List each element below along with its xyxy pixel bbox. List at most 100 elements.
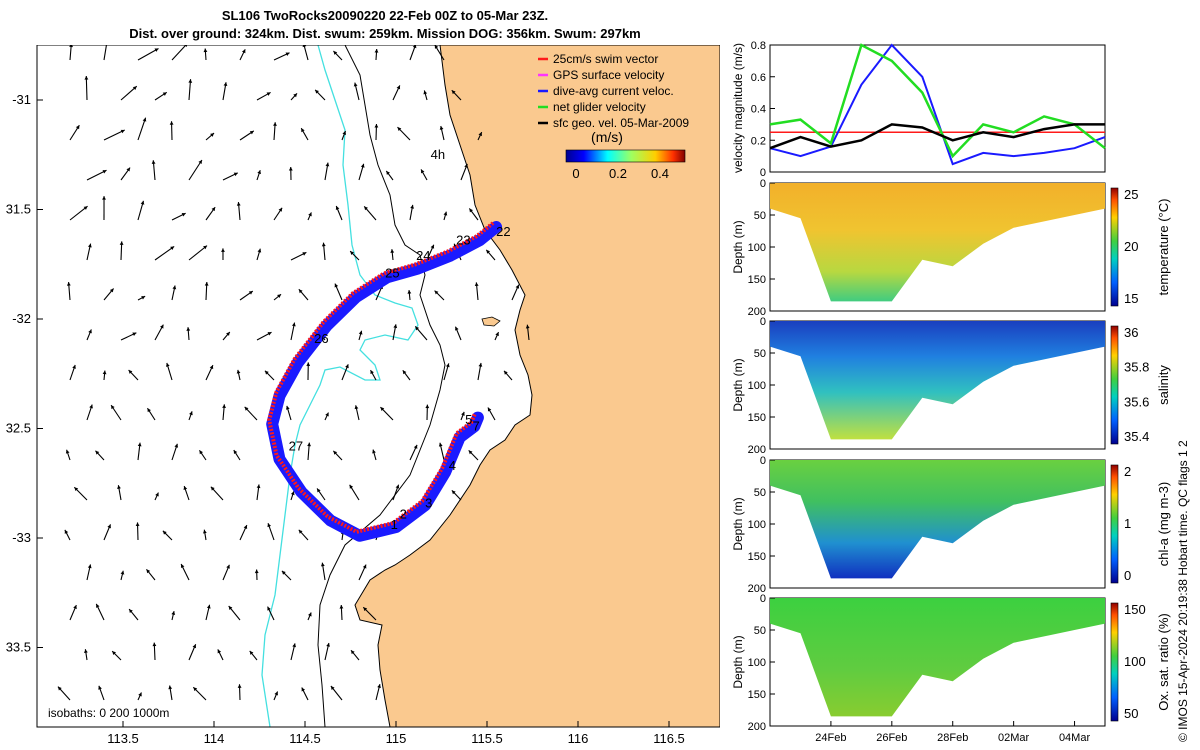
- section-y-tick-label: 50: [754, 487, 766, 499]
- section-colorbar-label: chl-a (mg m-3): [1156, 482, 1171, 567]
- geo-velocity-arrowhead: [298, 289, 303, 294]
- geo-velocity-arrowhead: [515, 284, 520, 289]
- section-y-label: Depth (m): [731, 220, 745, 273]
- geo-velocity-arrowhead: [285, 405, 290, 410]
- geo-velocity-arrowhead: [301, 687, 306, 692]
- geo-velocity-arrowhead: [345, 364, 349, 369]
- section-y-tick-label: 0: [760, 455, 766, 467]
- isobath-200m: [317, 45, 446, 727]
- geo-velocity-arrowhead: [109, 288, 114, 293]
- geo-velocity-arrowhead: [248, 291, 253, 295]
- section-y-tick-label: 100: [748, 519, 766, 531]
- geo-velocity-arrow: [154, 245, 175, 261]
- geo-velocity-arrowhead: [249, 130, 254, 135]
- day-label: 26: [314, 331, 328, 346]
- geo-velocity-arrowhead: [291, 322, 296, 327]
- geo-velocity-arrowhead: [120, 570, 125, 575]
- geo-velocity-arrowhead: [102, 170, 107, 174]
- map-y-tick-label: 32.5: [6, 421, 31, 436]
- velocity-series-line: [769, 43, 1106, 159]
- colorbar-tick: 0: [572, 166, 579, 181]
- day-label: 4h: [431, 147, 445, 162]
- geo-velocity-arrowhead: [495, 332, 499, 337]
- day-label: 22: [496, 224, 510, 239]
- geo-velocity-arrowhead: [192, 644, 197, 649]
- geo-velocity-arrowhead: [141, 296, 146, 300]
- geo-velocity-arrowhead: [486, 249, 491, 254]
- section-colorbar-tick: 0: [1124, 568, 1131, 583]
- map-y-tick-label: 33.5: [6, 640, 31, 655]
- geo-velocity-arrowhead: [66, 282, 71, 286]
- map-x-tick-label: 115: [386, 731, 407, 746]
- geo-velocity-arrow: [103, 129, 125, 141]
- geo-velocity-arrowhead: [129, 609, 133, 614]
- section-y-tick-label: 50: [754, 625, 766, 637]
- geo-velocity-arrow: [188, 159, 203, 181]
- geo-velocity-arrowhead: [353, 82, 358, 87]
- geo-velocity-arrowhead: [354, 405, 359, 410]
- geo-velocity-arrowhead: [380, 407, 385, 411]
- section-y-tick-label: 200: [748, 444, 766, 456]
- section-colorbar-label: salinity: [1156, 365, 1171, 405]
- section-y-tick-label: 100: [748, 657, 766, 669]
- geo-velocity-arrowhead: [339, 605, 344, 609]
- geo-velocity-arrowhead: [102, 196, 106, 200]
- geo-velocity-arrowhead: [152, 642, 157, 647]
- geo-velocity-arrowhead: [451, 490, 456, 495]
- geo-velocity-arrowhead: [128, 369, 133, 374]
- geo-velocity-arrowhead: [169, 121, 174, 125]
- geo-velocity-arrowhead: [434, 290, 439, 295]
- geo-velocity-arrowhead: [193, 687, 198, 692]
- map-x-tick-label: 113.5: [107, 731, 139, 746]
- geo-velocity-arrowhead: [503, 370, 508, 375]
- velocity-y-tick-label: 0.2: [751, 135, 766, 147]
- section-panel-salinity: 0 50 100 150 200 Depth (m) 36 35.8 35.6 35.4 salin…: [731, 316, 1171, 456]
- geo-velocity-arrowhead: [374, 49, 379, 53]
- geo-velocity-arrowhead: [151, 160, 156, 164]
- geo-velocity-arrowhead: [69, 45, 73, 48]
- section-x-tick-label: 24Feb: [815, 732, 846, 744]
- legend-label: dive-avg current veloc.: [553, 84, 674, 98]
- section-x-tick-label: 26Feb: [876, 732, 907, 744]
- day-label: 23: [456, 233, 470, 248]
- geo-velocity-arrowhead: [186, 327, 191, 331]
- geo-velocity-arrowhead: [415, 326, 420, 331]
- day-label: 24: [416, 248, 430, 263]
- geo-velocity-arrowhead: [211, 207, 216, 212]
- section-x-tick-label: 02Mar: [998, 732, 1030, 744]
- geo-velocity-arrowhead: [256, 484, 261, 489]
- map-legend: 25cm/s swim vector GPS surface velocity di…: [538, 52, 689, 130]
- dive-avg-current-track: [266, 221, 503, 542]
- geo-velocity-arrowhead: [236, 369, 241, 374]
- section-colorbar-tick: 150: [1124, 602, 1146, 617]
- figure-title-line2: Dist. over ground: 324km. Dist. swum: 25…: [129, 26, 641, 41]
- section-colorbar-tick: 15: [1124, 291, 1138, 306]
- geo-velocity-arrowhead: [162, 530, 167, 535]
- geo-velocity-arrowhead: [206, 604, 211, 609]
- geo-velocity-arrowhead: [302, 252, 307, 256]
- section-y-tick-label: 150: [748, 274, 766, 286]
- geo-velocity-arrowhead: [350, 251, 355, 256]
- geo-velocity-arrowhead: [430, 244, 435, 249]
- geo-velocity-arrow: [69, 205, 88, 221]
- geo-velocity-arrow: [86, 169, 107, 181]
- section-colorbar-tick: 2: [1124, 464, 1131, 479]
- geo-velocity-arrowhead: [349, 484, 354, 489]
- geo-velocity-arrowhead: [249, 650, 254, 655]
- geo-velocity-arrowhead: [266, 92, 271, 96]
- geo-velocity-arrowhead: [202, 529, 207, 534]
- geo-velocity-arrowhead: [87, 243, 92, 248]
- day-label: 4: [449, 458, 456, 473]
- section-colorbar: [1110, 602, 1119, 722]
- geo-velocity-arrowhead: [321, 242, 326, 247]
- geo-velocity-arrowhead: [478, 132, 482, 137]
- day-label: 7: [472, 419, 479, 434]
- geo-velocity-arrowhead: [89, 404, 93, 409]
- geo-velocity-arrowhead: [254, 569, 259, 574]
- geo-velocity-arrowhead: [264, 370, 269, 375]
- geo-velocity-arrowhead: [425, 404, 430, 409]
- geo-velocity-arrowhead: [188, 79, 193, 83]
- geo-velocity-arrowhead: [226, 564, 230, 569]
- geo-velocity-arrowhead: [306, 362, 311, 366]
- section-y-tick-label: 50: [754, 210, 766, 222]
